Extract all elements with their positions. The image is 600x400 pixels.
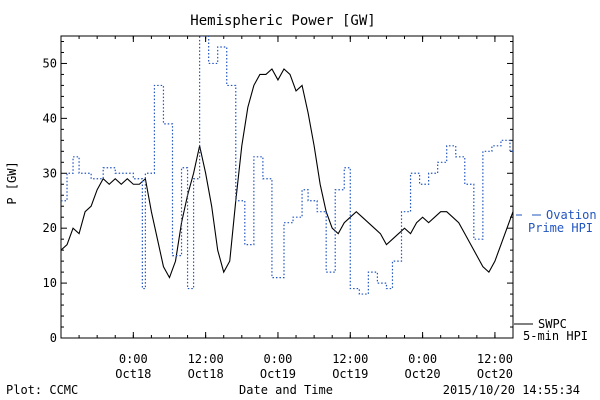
- ovation-legend-label: Ovation: [546, 208, 597, 222]
- series-layer: [61, 36, 513, 295]
- x-tick-day: Oct19: [260, 367, 296, 381]
- y-tick-label: 0: [50, 331, 57, 345]
- ovation-legend-label: Prime HPI: [528, 221, 593, 235]
- plot-frame: [60, 35, 514, 339]
- x-tick-time: 12:00: [477, 352, 513, 366]
- x-tick-day: Oct18: [188, 367, 224, 381]
- y-tick-label: 40: [43, 111, 57, 125]
- x-axis-label: Date and Time: [239, 383, 333, 397]
- x-tick-time: 0:00: [264, 352, 293, 366]
- x-tick-day: Oct19: [332, 367, 368, 381]
- swpc-legend-label: SWPC: [538, 317, 567, 331]
- x-tick-day: Oct18: [115, 367, 151, 381]
- x-axis: 0:00Oct1812:00Oct180:00Oct1912:00Oct190:…: [60, 36, 514, 381]
- x-tick-day: Oct20: [405, 367, 441, 381]
- x-tick-time: 12:00: [332, 352, 368, 366]
- swpc-legend-label: 5-min HPI: [523, 329, 588, 343]
- y-tick-label: 50: [43, 56, 57, 70]
- x-tick-time: 0:00: [408, 352, 437, 366]
- y-tick-label: 20: [43, 221, 57, 235]
- chart-title: Hemispheric Power [GW]: [190, 13, 375, 29]
- y-axis-label: P [GW]: [5, 161, 19, 204]
- swpc-series: [61, 68, 513, 279]
- plot-credit: Plot: CCMC: [6, 383, 78, 397]
- ovation-prime-series: [61, 36, 513, 295]
- x-tick-time: 12:00: [188, 352, 224, 366]
- y-tick-label: 30: [43, 166, 57, 180]
- x-tick-day: Oct20: [477, 367, 513, 381]
- y-tick-label: 10: [43, 276, 57, 290]
- plot-timestamp: 2015/10/20 14:55:34: [443, 383, 580, 397]
- x-tick-time: 0:00: [119, 352, 148, 366]
- y-axis: 0 10 20 30 40 50: [43, 40, 513, 345]
